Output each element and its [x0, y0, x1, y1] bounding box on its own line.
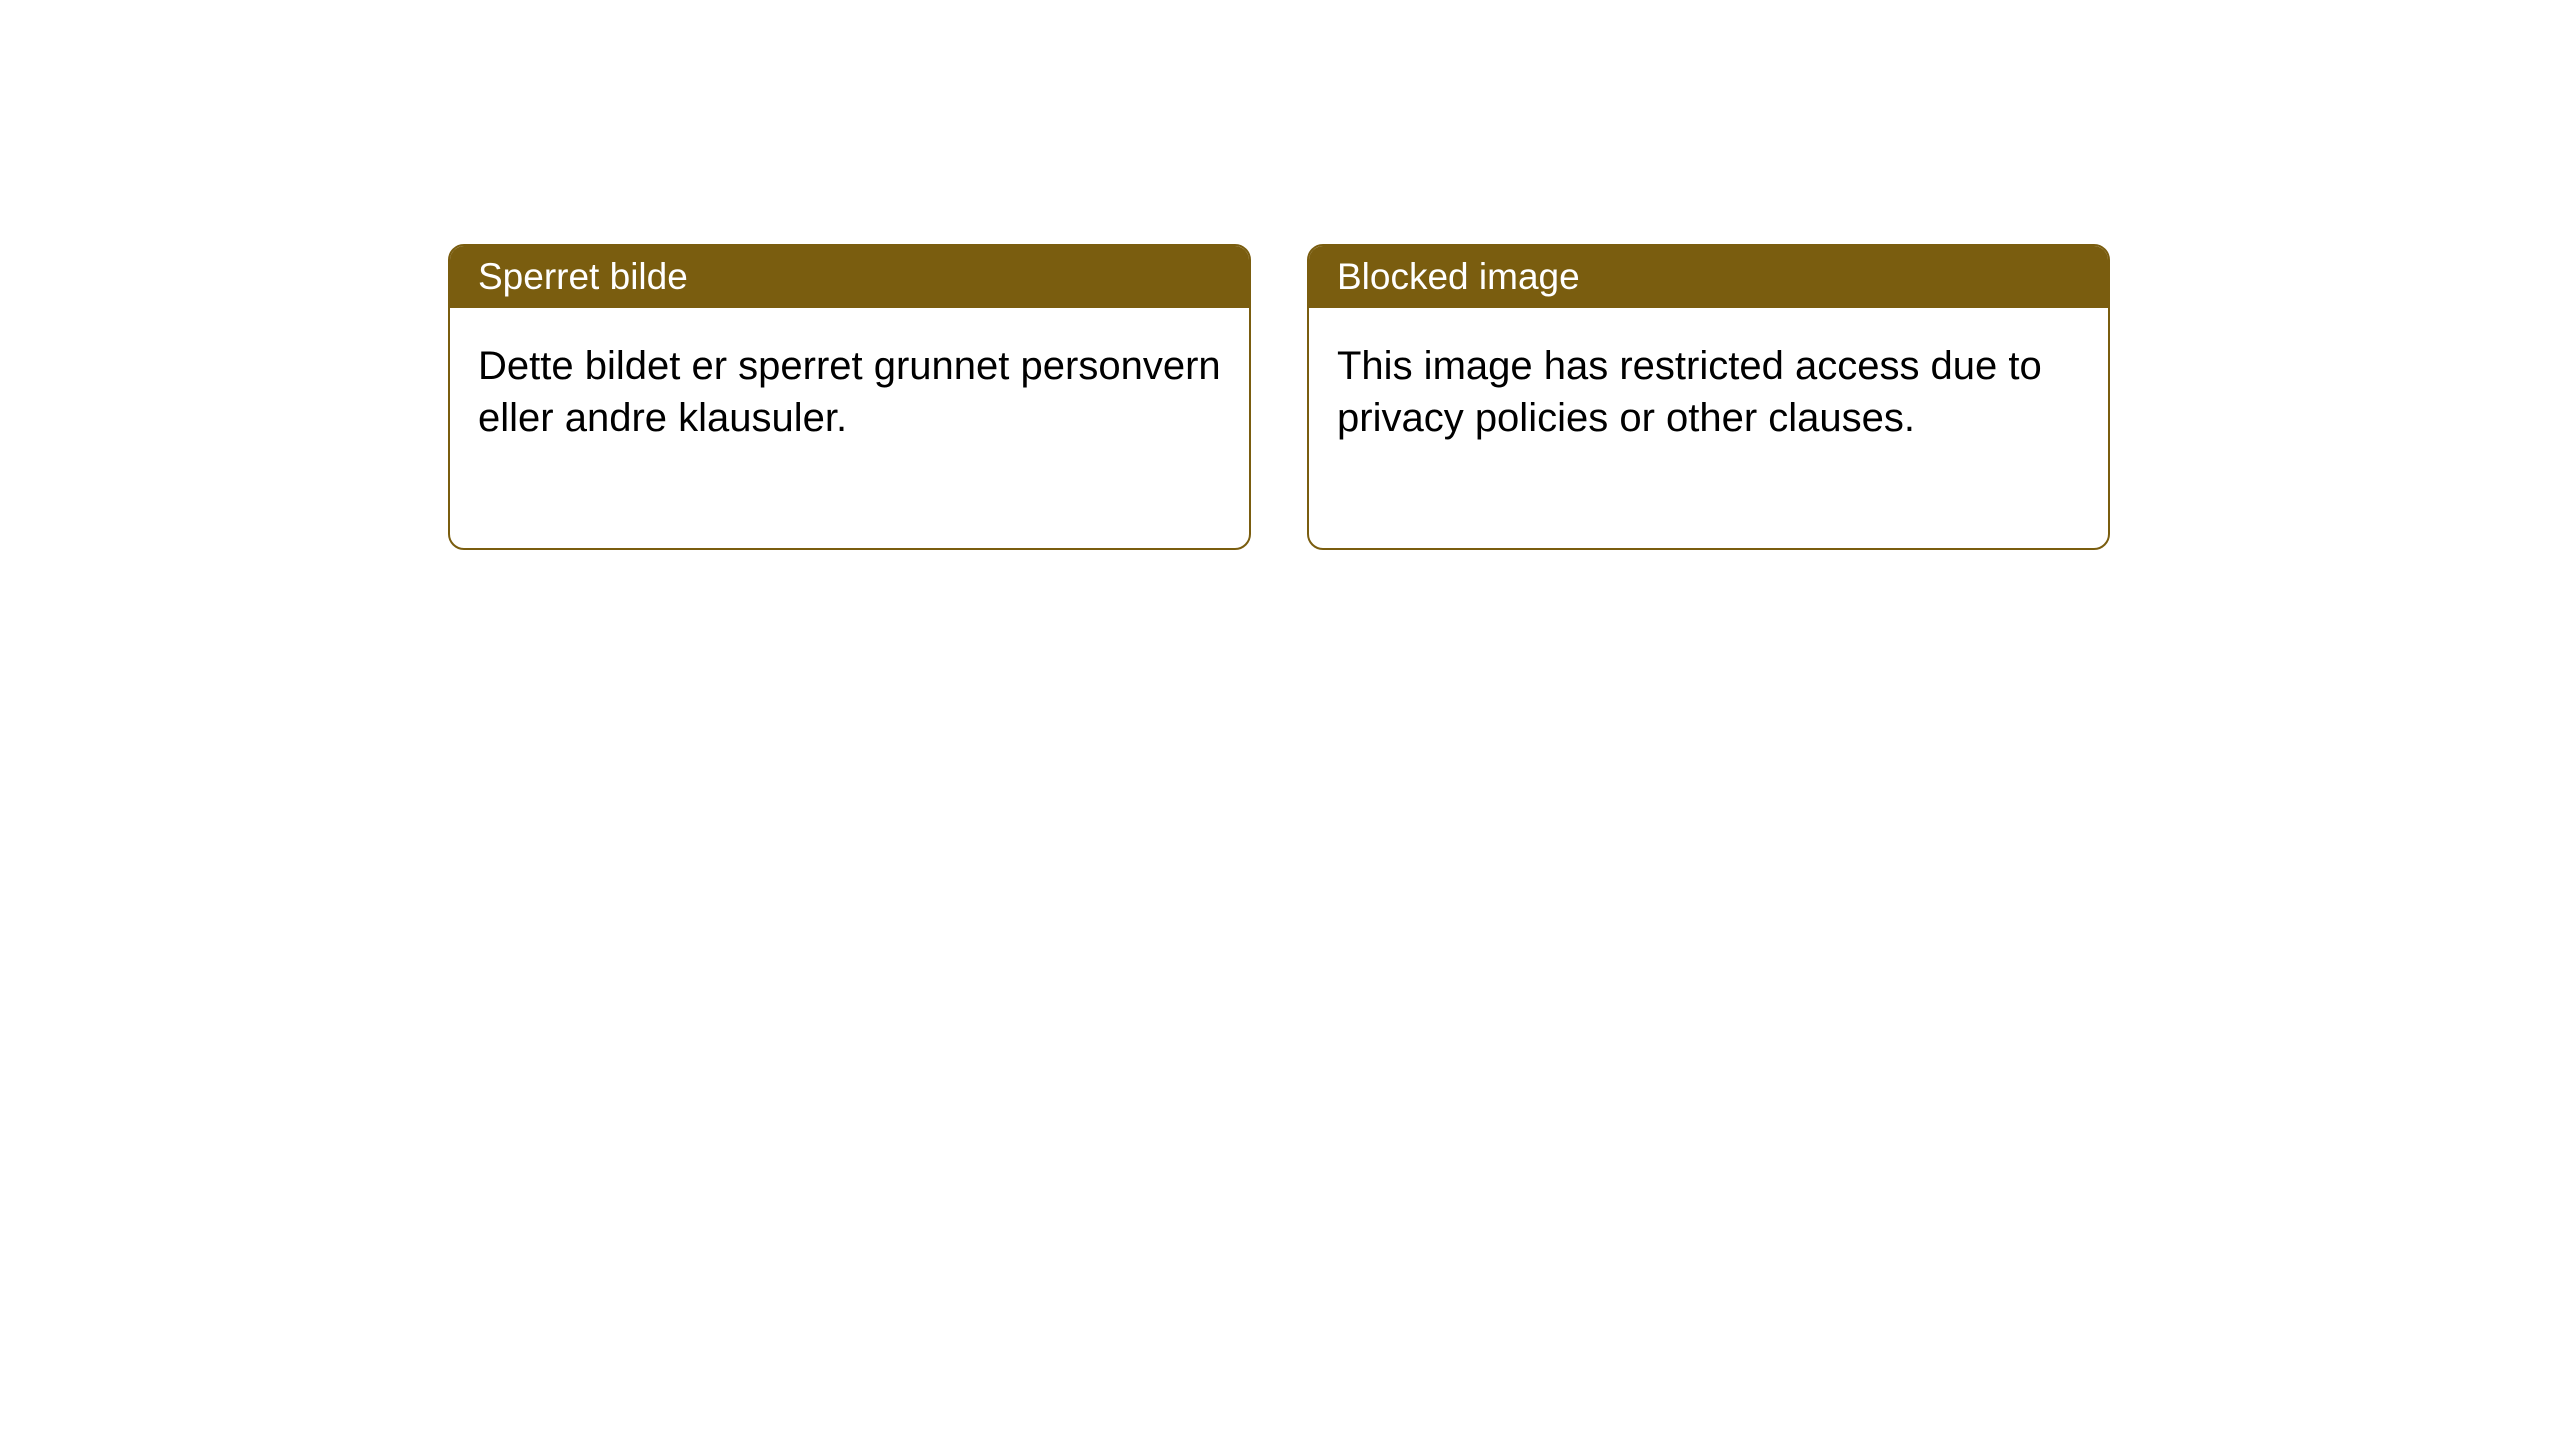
- card-header: Blocked image: [1309, 246, 2108, 308]
- blocked-image-card-english: Blocked image This image has restricted …: [1307, 244, 2110, 550]
- card-body-text: Dette bildet er sperret grunnet personve…: [478, 344, 1221, 440]
- cards-container: Sperret bilde Dette bildet er sperret gr…: [448, 244, 2110, 550]
- card-title: Blocked image: [1337, 256, 1580, 297]
- card-header: Sperret bilde: [450, 246, 1249, 308]
- card-body-text: This image has restricted access due to …: [1337, 344, 2042, 440]
- card-body: Dette bildet er sperret grunnet personve…: [450, 308, 1249, 548]
- card-body: This image has restricted access due to …: [1309, 308, 2108, 548]
- card-title: Sperret bilde: [478, 256, 688, 297]
- blocked-image-card-norwegian: Sperret bilde Dette bildet er sperret gr…: [448, 244, 1251, 550]
